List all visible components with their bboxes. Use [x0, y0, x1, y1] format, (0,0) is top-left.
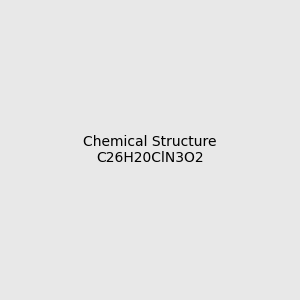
Text: Chemical Structure
C26H20ClN3O2: Chemical Structure C26H20ClN3O2 — [83, 135, 217, 165]
